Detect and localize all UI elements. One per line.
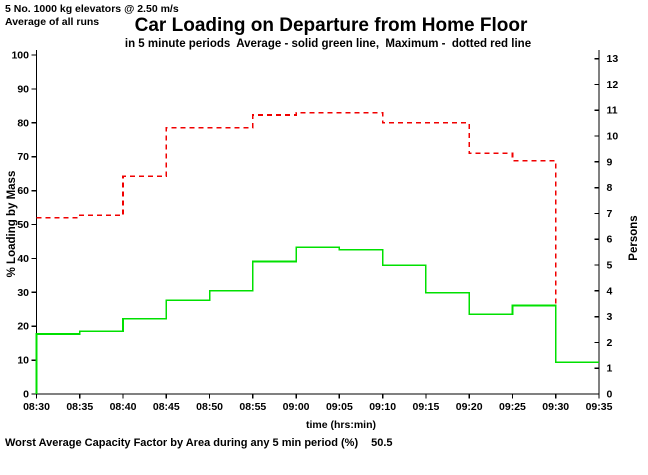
left-tick-label: 10 xyxy=(17,355,29,367)
x-tick-label: 09:05 xyxy=(326,401,353,413)
right-tick-label: 0 xyxy=(607,389,613,401)
right-tick-label: 2 xyxy=(607,337,613,349)
left-tick-label: 20 xyxy=(17,321,29,333)
footer-note: Worst Average Capacity Factor by Area du… xyxy=(5,437,393,449)
right-tick-label: 7 xyxy=(607,208,613,220)
x-tick-label: 08:45 xyxy=(153,401,180,413)
x-axis-title: time (hrs:min) xyxy=(306,419,376,431)
right-tick-label: 1 xyxy=(607,363,613,375)
left-tick-label: 50 xyxy=(17,219,29,231)
left-tick-label: 90 xyxy=(17,83,29,95)
average-line xyxy=(35,246,599,394)
x-tick-label: 09:30 xyxy=(542,401,569,413)
x-tick-label: 08:50 xyxy=(196,401,223,413)
left-tick-label: 60 xyxy=(17,185,29,197)
left-tick-label: 100 xyxy=(11,50,29,62)
x-tick-label: 09:25 xyxy=(499,401,526,413)
left-axis-ticks: 0 10 20 30 40 50 60 70 80 90 100 xyxy=(11,50,37,401)
x-tick-label: 09:35 xyxy=(586,401,613,413)
runs-text: Average of all runs xyxy=(5,16,99,28)
data-series xyxy=(35,111,599,394)
left-tick-label: 40 xyxy=(17,253,29,265)
x-tick-label: 09:20 xyxy=(456,401,483,413)
right-axis-title: Persons xyxy=(628,215,640,260)
x-tick-label: 08:55 xyxy=(239,401,266,413)
right-tick-label: 8 xyxy=(607,182,613,194)
x-tick-label: 08:35 xyxy=(66,401,93,413)
chart-subtitle: in 5 minute periods Average - solid gree… xyxy=(125,38,531,50)
left-tick-label: 30 xyxy=(17,287,29,299)
right-tick-label: 11 xyxy=(607,105,618,117)
left-tick-label: 70 xyxy=(17,151,29,163)
left-tick-label: 80 xyxy=(17,117,29,129)
axes xyxy=(35,50,600,395)
right-tick-label: 4 xyxy=(607,285,613,297)
right-tick-label: 5 xyxy=(607,260,613,272)
right-tick-label: 3 xyxy=(607,311,613,323)
config-text: 5 No. 1000 kg elevators @ 2.50 m/s xyxy=(5,3,179,15)
x-tick-label: 09:00 xyxy=(283,401,310,413)
x-tick-label: 08:30 xyxy=(23,401,50,413)
right-tick-label: 10 xyxy=(607,131,619,143)
right-tick-label: 12 xyxy=(607,79,619,91)
footer-note-text: Worst Average Capacity Factor by Area du… xyxy=(5,437,358,449)
right-tick-label: 9 xyxy=(607,156,613,168)
x-tick-label: 09:10 xyxy=(369,401,396,413)
x-tick-label: 09:15 xyxy=(412,401,439,413)
left-tick-label: 0 xyxy=(23,389,29,401)
maximum-line xyxy=(36,111,557,304)
footer-value: 50.5 xyxy=(371,437,392,449)
x-tick-label: 08:40 xyxy=(110,401,137,413)
left-axis-title: % Loading by Mass xyxy=(6,171,18,278)
right-tick-label: 6 xyxy=(607,234,613,246)
x-axis-ticks: 08:30 08:35 08:40 08:45 08:50 08:55 09:00 09:05… xyxy=(23,394,613,413)
right-tick-label: 13 xyxy=(607,53,619,65)
chart-title: Car Loading on Departure from Home Floor xyxy=(135,15,528,36)
